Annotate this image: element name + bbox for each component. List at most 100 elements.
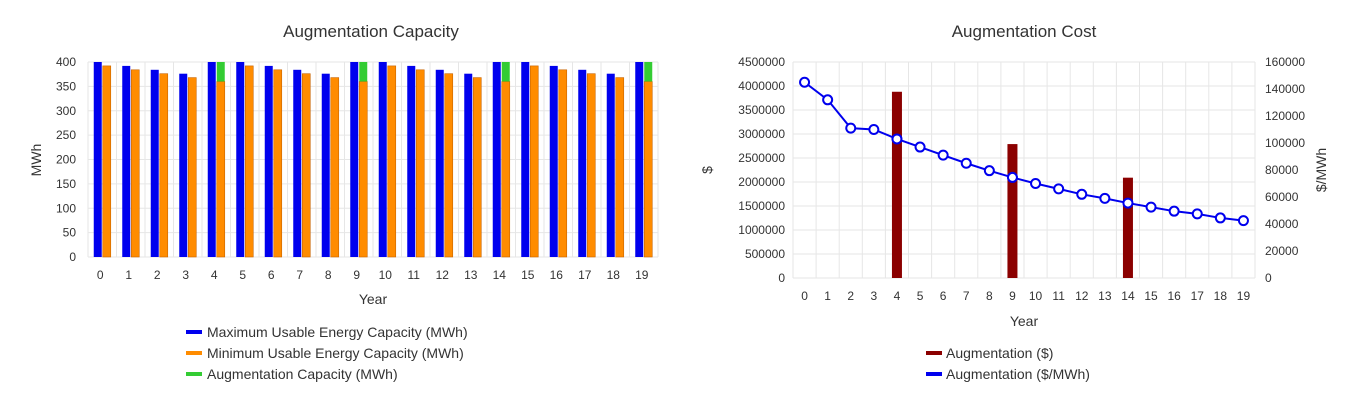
y-tick-label: 0: [778, 271, 785, 285]
x-tick-label: 10: [379, 268, 393, 282]
point-augmentation-cost-per-mwh: [937, 149, 949, 161]
bar-min-capacity: [501, 81, 511, 258]
bar-augmentation-cost: [891, 91, 902, 278]
legend-label: Augmentation Capacity (MWh): [207, 366, 398, 382]
y-tick-label: 400: [56, 55, 76, 69]
x-tick-label: 11: [408, 268, 421, 282]
y-tick-label: 250: [56, 128, 76, 142]
legend-swatch: [926, 372, 942, 376]
bar-min-capacity: [130, 69, 140, 258]
x-tick-label: 18: [1214, 289, 1228, 303]
x-tick-label: 0: [97, 268, 104, 282]
point-augmentation-cost-per-mwh: [1076, 188, 1088, 200]
point-augmentation-cost-per-mwh: [1006, 171, 1018, 183]
bar-max-capacity: [635, 62, 644, 257]
bar-max-capacity: [264, 65, 273, 258]
x-tick-label: 12: [1075, 289, 1089, 303]
bar-min-capacity: [301, 73, 311, 258]
x-tick-label: 19: [635, 268, 649, 282]
bar-min-capacity: [102, 65, 112, 258]
x-tick-label: 9: [353, 268, 360, 282]
bar-max-capacity: [321, 73, 330, 257]
bar-max-capacity: [578, 69, 587, 257]
bar-max-capacity: [407, 65, 416, 258]
x-tick-label: 6: [940, 289, 947, 303]
y2-tick-label: 160000: [1265, 55, 1305, 69]
y-tick-label: 3500000: [738, 103, 785, 117]
y-tick-label: 500000: [745, 247, 785, 261]
x-tick-label: 2: [847, 289, 854, 303]
x-tick-label: 8: [986, 289, 993, 303]
bar-min-capacity: [558, 69, 568, 258]
bar-max-capacity: [150, 69, 159, 257]
x-tick-label: 7: [963, 289, 970, 303]
x-tick-label: 17: [578, 268, 592, 282]
point-augmentation-cost-per-mwh: [1099, 192, 1111, 204]
x-tick-label: 15: [1144, 289, 1158, 303]
bar-min-capacity: [415, 69, 425, 258]
x-tick-label: 5: [917, 289, 924, 303]
x-tick-label: 18: [607, 268, 621, 282]
x-tick-label: 14: [1121, 289, 1135, 303]
bar-max-capacity: [492, 62, 501, 257]
bar-augmentation-capacity: [216, 62, 225, 82]
point-augmentation-cost-per-mwh: [960, 157, 972, 169]
y-tick-label: 4500000: [738, 55, 785, 69]
y-tick-label: 3000000: [738, 127, 785, 141]
y2-axis-label: $/MWh: [1313, 148, 1329, 192]
augmentation-capacity-chart: Augmentation Capacity0501001502002503003…: [28, 22, 659, 382]
bar-max-capacity: [521, 62, 530, 257]
x-axis-label: Year: [359, 291, 388, 307]
x-tick-label: 0: [801, 289, 808, 303]
point-augmentation-cost-per-mwh: [1168, 205, 1180, 217]
point-augmentation-cost-per-mwh: [1053, 183, 1065, 195]
x-tick-label: 14: [493, 268, 507, 282]
y2-tick-label: 40000: [1265, 217, 1299, 231]
legend-label: Augmentation ($/MWh): [946, 366, 1090, 382]
legend-swatch: [926, 351, 942, 355]
x-tick-label: 7: [296, 268, 303, 282]
x-tick-label: 8: [325, 268, 332, 282]
x-tick-label: 4: [211, 268, 218, 282]
augmentation-cost-chart: Augmentation Cost05000001000000150000020…: [699, 22, 1329, 382]
x-tick-label: 15: [521, 268, 535, 282]
bar-min-capacity: [387, 65, 397, 258]
point-augmentation-cost-per-mwh: [1237, 215, 1249, 227]
x-tick-label: 2: [154, 268, 161, 282]
point-augmentation-cost-per-mwh: [1122, 197, 1134, 209]
bar-augmentation-capacity: [359, 62, 368, 82]
legend-swatch: [186, 372, 202, 376]
bar-max-capacity: [606, 73, 615, 257]
y-tick-label: 4000000: [738, 79, 785, 93]
x-tick-label: 10: [1029, 289, 1043, 303]
point-augmentation-cost-per-mwh: [1145, 201, 1157, 213]
bar-max-capacity: [378, 62, 387, 257]
x-tick-label: 1: [125, 268, 132, 282]
point-augmentation-cost-per-mwh: [799, 76, 811, 88]
point-augmentation-cost-per-mwh: [891, 133, 903, 145]
bar-min-capacity: [472, 77, 482, 258]
bar-min-capacity: [216, 81, 226, 258]
bar-max-capacity: [464, 73, 473, 257]
x-tick-label: 11: [1052, 289, 1065, 303]
y2-tick-label: 60000: [1265, 190, 1299, 204]
y2-tick-label: 80000: [1265, 163, 1299, 177]
y2-tick-label: 20000: [1265, 244, 1299, 258]
y-axis-label: $: [699, 166, 715, 174]
bar-min-capacity: [358, 81, 368, 258]
bar-augmentation-capacity: [501, 62, 510, 82]
y-tick-label: 2500000: [738, 151, 785, 165]
y-tick-label: 100: [56, 201, 76, 215]
legend-swatch: [186, 351, 202, 355]
y-tick-label: 200: [56, 153, 76, 167]
bar-min-capacity: [444, 73, 454, 258]
bar-min-capacity: [159, 73, 169, 258]
bar-max-capacity: [549, 65, 558, 258]
x-tick-label: 13: [464, 268, 478, 282]
point-augmentation-cost-per-mwh: [1191, 208, 1203, 220]
y-tick-label: 50: [63, 226, 77, 240]
y-tick-label: 1500000: [738, 199, 785, 213]
legend-label: Minimum Usable Energy Capacity (MWh): [207, 345, 464, 361]
bar-min-capacity: [244, 65, 254, 258]
